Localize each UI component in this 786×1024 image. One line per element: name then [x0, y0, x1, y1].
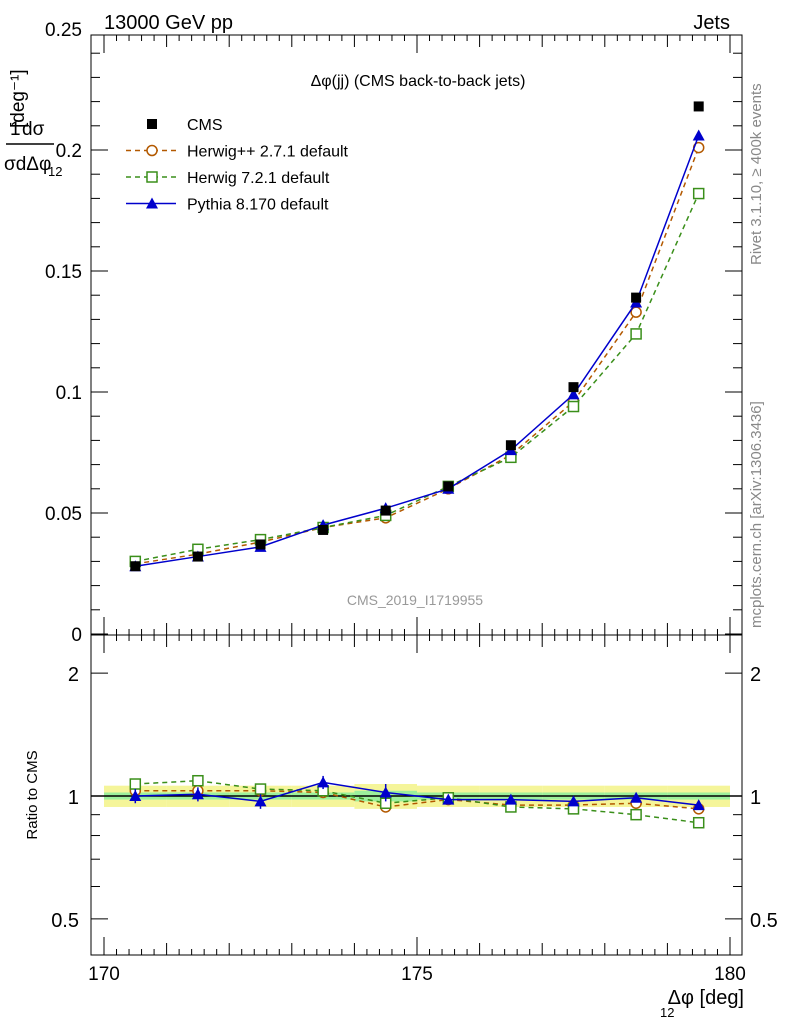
xlabel-main: Δφ [deg] — [668, 987, 744, 1009]
legend-label-herwig-7-2-1-default: Herwig 7.2.1 default — [187, 170, 330, 187]
ratio-line-herwig-2-7-1-default — [135, 790, 699, 810]
main-x-ticks — [103, 35, 731, 635]
legend-marker-pythia-8-170-default — [146, 197, 158, 209]
x-tick-label: 180 — [714, 964, 746, 985]
main-series — [129, 101, 705, 572]
ratio-point-pythia-8-170-default — [504, 793, 517, 805]
x-tick-label: 170 — [88, 964, 120, 985]
main-line-herwig-2-7-1-default — [135, 147, 700, 565]
ratio-y-tick-label-right: 2 — [750, 664, 761, 686]
ratio-point-pythia-8-170-default — [692, 799, 705, 811]
main-line-herwig-7-2-1-default — [135, 193, 700, 563]
ratio-y-tick-label-right: 1 — [750, 787, 761, 809]
main-point-cms — [130, 561, 141, 572]
ylabel-sigma-dphi: σdΔφ — [4, 154, 51, 175]
main-point-herwig-7-2-1-default — [567, 400, 580, 413]
main-point-cms — [318, 524, 329, 535]
mcplots-label: mcplots.cern.ch [arXiv:1306.3436] — [748, 401, 765, 628]
main-y-tick-label: 0.1 — [56, 383, 82, 404]
ratio-line-herwig-7-2-1-default — [135, 779, 699, 824]
x-axis-label: Δφ [deg] 12 — [660, 987, 744, 1020]
rivet-label: Rivet 3.1.10, ≥ 400k events — [748, 83, 765, 265]
ratio-plot-panel: Ratio to CMS 0.5 0.5 1 1 2 2 170 175 180 — [24, 634, 778, 985]
main-line-pythia-8-170-default — [135, 135, 700, 567]
ratio-y-tick-label-right: 0.5 — [750, 910, 778, 932]
main-point-cms — [380, 505, 391, 516]
xlabel-subscript: 12 — [660, 1005, 674, 1020]
header-left: 13000 GeV pp — [104, 12, 233, 34]
ratio-point-pythia-8-170-default — [129, 790, 142, 801]
ratio-line-pythia-8-170-default — [135, 781, 699, 806]
ratio-point-pythia-8-170-default — [254, 795, 267, 807]
main-title: Δφ(jj) (CMS back-to-back jets) — [311, 73, 526, 90]
header-right: Jets — [693, 12, 730, 34]
legend-label-herwig-2-7-1-default: Herwig++ 2.7.1 default — [187, 144, 349, 161]
ratio-point-pythia-8-170-default — [317, 776, 330, 788]
main-y-tick-label: 0 — [71, 625, 82, 646]
main-point-cms — [192, 551, 203, 562]
analysis-watermark: CMS_2019_I1719955 — [347, 592, 483, 608]
ratio-y-tick-label-left: 2 — [68, 664, 79, 686]
main-y-axis-label: 1 dσ σdΔφ 12 [deg⁻¹] — [4, 69, 62, 179]
main-point-cms — [255, 539, 266, 550]
main-y-tick-label: 0.2 — [56, 141, 82, 162]
ratio-x-ticks: 170 175 180 — [88, 635, 746, 985]
x-tick-label: 175 — [401, 964, 433, 985]
ratio-y-axis-label: Ratio to CMS — [24, 750, 41, 839]
ratio-y-tick-label-left: 0.5 — [51, 910, 79, 932]
main-point-cms — [631, 292, 642, 303]
legend-marker-herwig-2-7-1-default — [146, 144, 158, 157]
ylabel-unit: [deg⁻¹] — [8, 69, 29, 128]
main-point-herwig-7-2-1-default — [692, 187, 705, 200]
legend-marker-cms — [147, 119, 157, 129]
ratio-point-herwig-7-2-1-default — [630, 808, 642, 821]
main-plot-panel: Δφ(jj) (CMS back-to-back jets) CMS_2019_… — [4, 20, 743, 646]
ylabel-subscript: 12 — [48, 164, 62, 179]
main-y-tick-label: 0.25 — [45, 20, 82, 41]
main-point-cms — [568, 382, 579, 393]
main-y-tick-label: 0.15 — [45, 262, 82, 283]
ratio-y-ticks: 0.5 0.5 1 1 2 2 — [51, 664, 778, 932]
ratio-point-herwig-7-2-1-default — [129, 778, 142, 790]
ratio-point-pythia-8-170-default — [630, 791, 643, 803]
main-y-tick-label: 0.05 — [45, 504, 82, 525]
legend: CMS Herwig++ 2.7.1 default Herwig 7.2.1 de… — [126, 117, 349, 214]
ratio-point-pythia-8-170-default — [567, 795, 580, 807]
ratio-y-tick-label-left: 1 — [68, 787, 79, 809]
ratio-point-herwig-7-2-1-default — [192, 774, 204, 787]
main-point-herwig-7-2-1-default — [630, 328, 642, 340]
main-point-pythia-8-170-default — [692, 129, 705, 141]
ylabel-one: 1 — [10, 119, 21, 140]
legend-label-cms: CMS — [187, 117, 223, 134]
ylabel-dsigma: dσ — [22, 119, 45, 140]
main-point-pythia-8-170-default — [567, 388, 580, 400]
legend-label-pythia-8-170-default: Pythia 8.170 default — [187, 197, 329, 214]
ratio-series — [129, 774, 705, 829]
main-y-ticks: 00.050.10.150.20.250.30.350.40.45 — [45, 20, 742, 646]
ratio-point-pythia-8-170-default — [191, 788, 204, 800]
main-point-cms — [443, 481, 454, 492]
main-point-cms — [693, 101, 704, 112]
main-point-cms — [505, 440, 516, 451]
ratio-point-pythia-8-170-default — [379, 786, 392, 798]
ratio-point-herwig-7-2-1-default — [254, 783, 267, 795]
ratio-point-pythia-8-170-default — [442, 793, 455, 805]
ratio-point-herwig-7-2-1-default — [692, 816, 705, 829]
legend-marker-herwig-7-2-1-default — [146, 171, 158, 183]
